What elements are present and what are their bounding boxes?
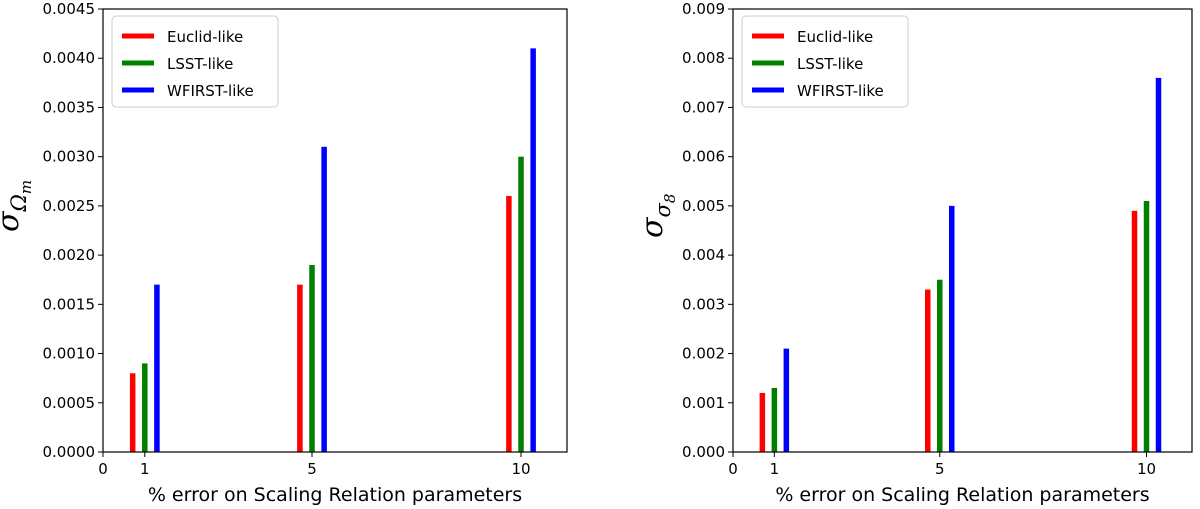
y-axis-label: σσ8: [635, 194, 679, 238]
bar-lsst-like-10: [518, 156, 524, 453]
legend-label: Euclid-like: [797, 28, 873, 46]
legend-box: [741, 15, 909, 108]
bar-wfirst-like-1: [783, 348, 790, 452]
bar-euclid-like-5: [925, 289, 931, 452]
y-tick-label: 0.009: [682, 0, 725, 18]
bar-lsst-like-5: [309, 264, 315, 452]
x-tick-label: 1: [770, 460, 780, 478]
y-tick-label: 0.0030: [43, 148, 96, 166]
x-tick-label: 5: [307, 460, 317, 478]
y-tick-label: 0.0020: [43, 246, 96, 264]
bar-wfirst-like-10: [1155, 77, 1162, 452]
bar-lsst-like-10: [1143, 200, 1150, 452]
y-tick-label: 0.0000: [43, 443, 96, 461]
chart-panel-1: 0.0000 0.0005 0.0010 0.0015 0.0020 0.0025 0.00…: [0, 0, 568, 506]
y-label-sub: σ: [651, 203, 675, 218]
y-label-main: σ: [635, 216, 670, 238]
bar-wfirst-like-5: [949, 205, 955, 452]
x-tick-label: 0: [98, 460, 108, 478]
y-tick-label: 0.004: [682, 246, 725, 264]
bar-lsst-like-5: [937, 279, 943, 452]
bar-euclid-like-1: [759, 392, 766, 452]
bar-euclid-like-10: [506, 196, 512, 452]
legend: Euclid-like LSST-like WFIRST-like: [741, 15, 909, 108]
y-tick-label: 0.008: [682, 49, 725, 67]
bar-euclid-like-5: [297, 284, 303, 452]
y-label-subsub: m: [17, 180, 35, 194]
y-tick-label: 0.0015: [43, 295, 96, 313]
legend-label: WFIRST-like: [797, 82, 884, 100]
legend-box: [111, 15, 279, 108]
y-label-sub: Ω: [7, 194, 31, 212]
x-tick-label: 10: [511, 460, 530, 478]
x-tick-label: 0: [728, 460, 738, 478]
x-axis-label: % error on Scaling Relation parameters: [148, 484, 522, 506]
chart-panel-2: 0.000 0.001 0.002 0.003 0.004 0.005 0.006 0.007…: [635, 0, 1193, 506]
bar-euclid-like-1: [129, 373, 136, 452]
y-tick-label: 0.007: [682, 98, 725, 116]
y-tick-label: 0.0005: [43, 394, 96, 412]
bar-wfirst-like-1: [154, 284, 160, 452]
y-tick-label: 0.0040: [43, 49, 96, 67]
plot-frame: [102, 8, 568, 453]
x-tick-label: 10: [1137, 460, 1156, 478]
bar-lsst-like-1: [771, 388, 778, 452]
x-axis-label: % error on Scaling Relation parameters: [775, 484, 1149, 506]
y-tick-label: 0.0010: [43, 345, 96, 363]
y-tick-label: 0.005: [682, 197, 725, 215]
legend-label: WFIRST-like: [167, 82, 254, 100]
legend: Euclid-like LSST-like WFIRST-like: [111, 15, 279, 108]
y-tick-label: 0.001: [682, 394, 725, 412]
y-tick-label: 0.0045: [43, 0, 96, 18]
bar-euclid-like-10: [1131, 210, 1138, 452]
y-tick-label: 0.002: [682, 345, 725, 363]
legend-label: LSST-like: [797, 55, 863, 73]
bar-wfirst-like-10: [530, 48, 536, 452]
x-tick-label: 1: [140, 460, 150, 478]
legend-label: Euclid-like: [167, 28, 243, 46]
y-tick-label: 0.006: [682, 148, 725, 166]
y-tick-label: 0.003: [682, 295, 725, 313]
y-axis-label: σΩm: [0, 180, 35, 232]
legend-label: LSST-like: [167, 55, 233, 73]
y-label-main: σ: [0, 210, 26, 232]
plot-frame: [732, 8, 1193, 453]
y-tick-label: 0.0035: [43, 98, 96, 116]
y-tick-label: 0.000: [682, 443, 725, 461]
x-tick-label: 5: [935, 460, 945, 478]
bar-lsst-like-1: [142, 363, 148, 452]
y-label-subsub: 8: [661, 194, 679, 204]
y-tick-label: 0.0025: [43, 197, 96, 215]
bar-wfirst-like-5: [321, 146, 327, 452]
